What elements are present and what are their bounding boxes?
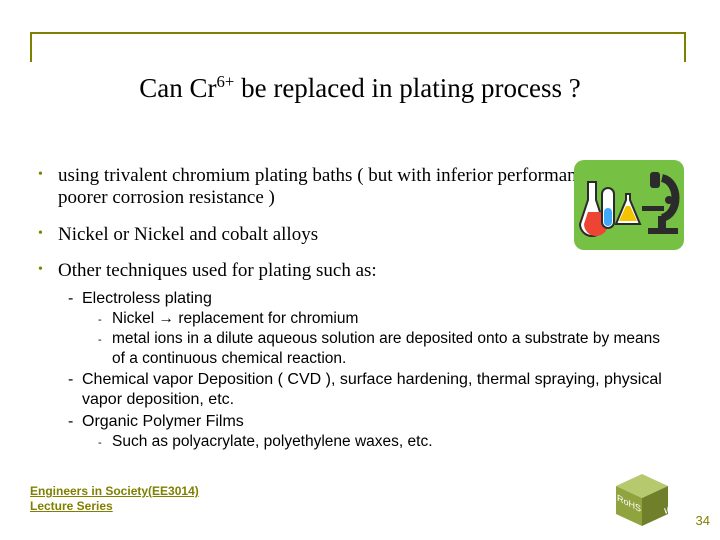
badge-amp: & xyxy=(670,487,672,503)
sub-1a-post: replacement for chromium xyxy=(174,310,358,327)
sub-1b: metal ions in a dilute aqueous solution … xyxy=(82,329,670,369)
sub-1-text: Electroless plating xyxy=(82,290,212,307)
title-prefix: Can Cr xyxy=(139,73,216,103)
subsub-3: Such as polyacrylate, polyethylene waxes… xyxy=(82,432,670,452)
sub-1: Electroless plating Nickel → replacement… xyxy=(58,289,670,369)
sub-1a: Nickel → replacement for chromium xyxy=(82,309,670,329)
footer-line2: Lecture Series xyxy=(30,499,199,514)
sub-3: Organic Polymer Films Such as polyacryla… xyxy=(58,412,670,452)
title-superscript: 6+ xyxy=(217,72,235,91)
sub-1a-pre: Nickel xyxy=(112,310,159,327)
sub-3a-text: Such as polyacrylate, polyethylene waxes… xyxy=(112,433,433,450)
bullet-2-text: Nickel or Nickel and cobalt alloys xyxy=(58,224,318,245)
sublist: Electroless plating Nickel → replacement… xyxy=(58,289,670,452)
sub-2-text: Chemical vapor Deposition ( CVD ), surfa… xyxy=(82,371,662,408)
sub-3a: Such as polyacrylate, polyethylene waxes… xyxy=(82,432,670,452)
bullet-3: Other techniques used for plating such a… xyxy=(38,260,670,452)
sub-1b-text: metal ions in a dilute aqueous solution … xyxy=(112,330,660,367)
arrow-icon: → xyxy=(159,310,175,327)
bullet-1-text: using trivalent chromium plating baths (… xyxy=(58,165,626,208)
sub-3-text: Organic Polymer Films xyxy=(82,413,244,430)
footer-line1: Engineers in Society(EE3014) xyxy=(30,484,199,499)
page-number: 34 xyxy=(696,513,710,528)
rohs-weee-badge-icon: RoHS & WEEE xyxy=(612,472,672,528)
subsub-1: Nickel → replacement for chromium metal … xyxy=(82,309,670,368)
footer-label: Engineers in Society(EE3014) Lecture Ser… xyxy=(30,484,199,514)
sub-2: Chemical vapor Deposition ( CVD ), surfa… xyxy=(58,370,670,411)
slide-frame xyxy=(30,32,686,62)
bullet-3-text: Other techniques used for plating such a… xyxy=(58,260,377,281)
title-suffix: be replaced in plating process ? xyxy=(234,73,580,103)
lab-clipart-icon xyxy=(574,160,684,250)
slide-title: Can Cr6+ be replaced in plating process … xyxy=(0,72,720,104)
